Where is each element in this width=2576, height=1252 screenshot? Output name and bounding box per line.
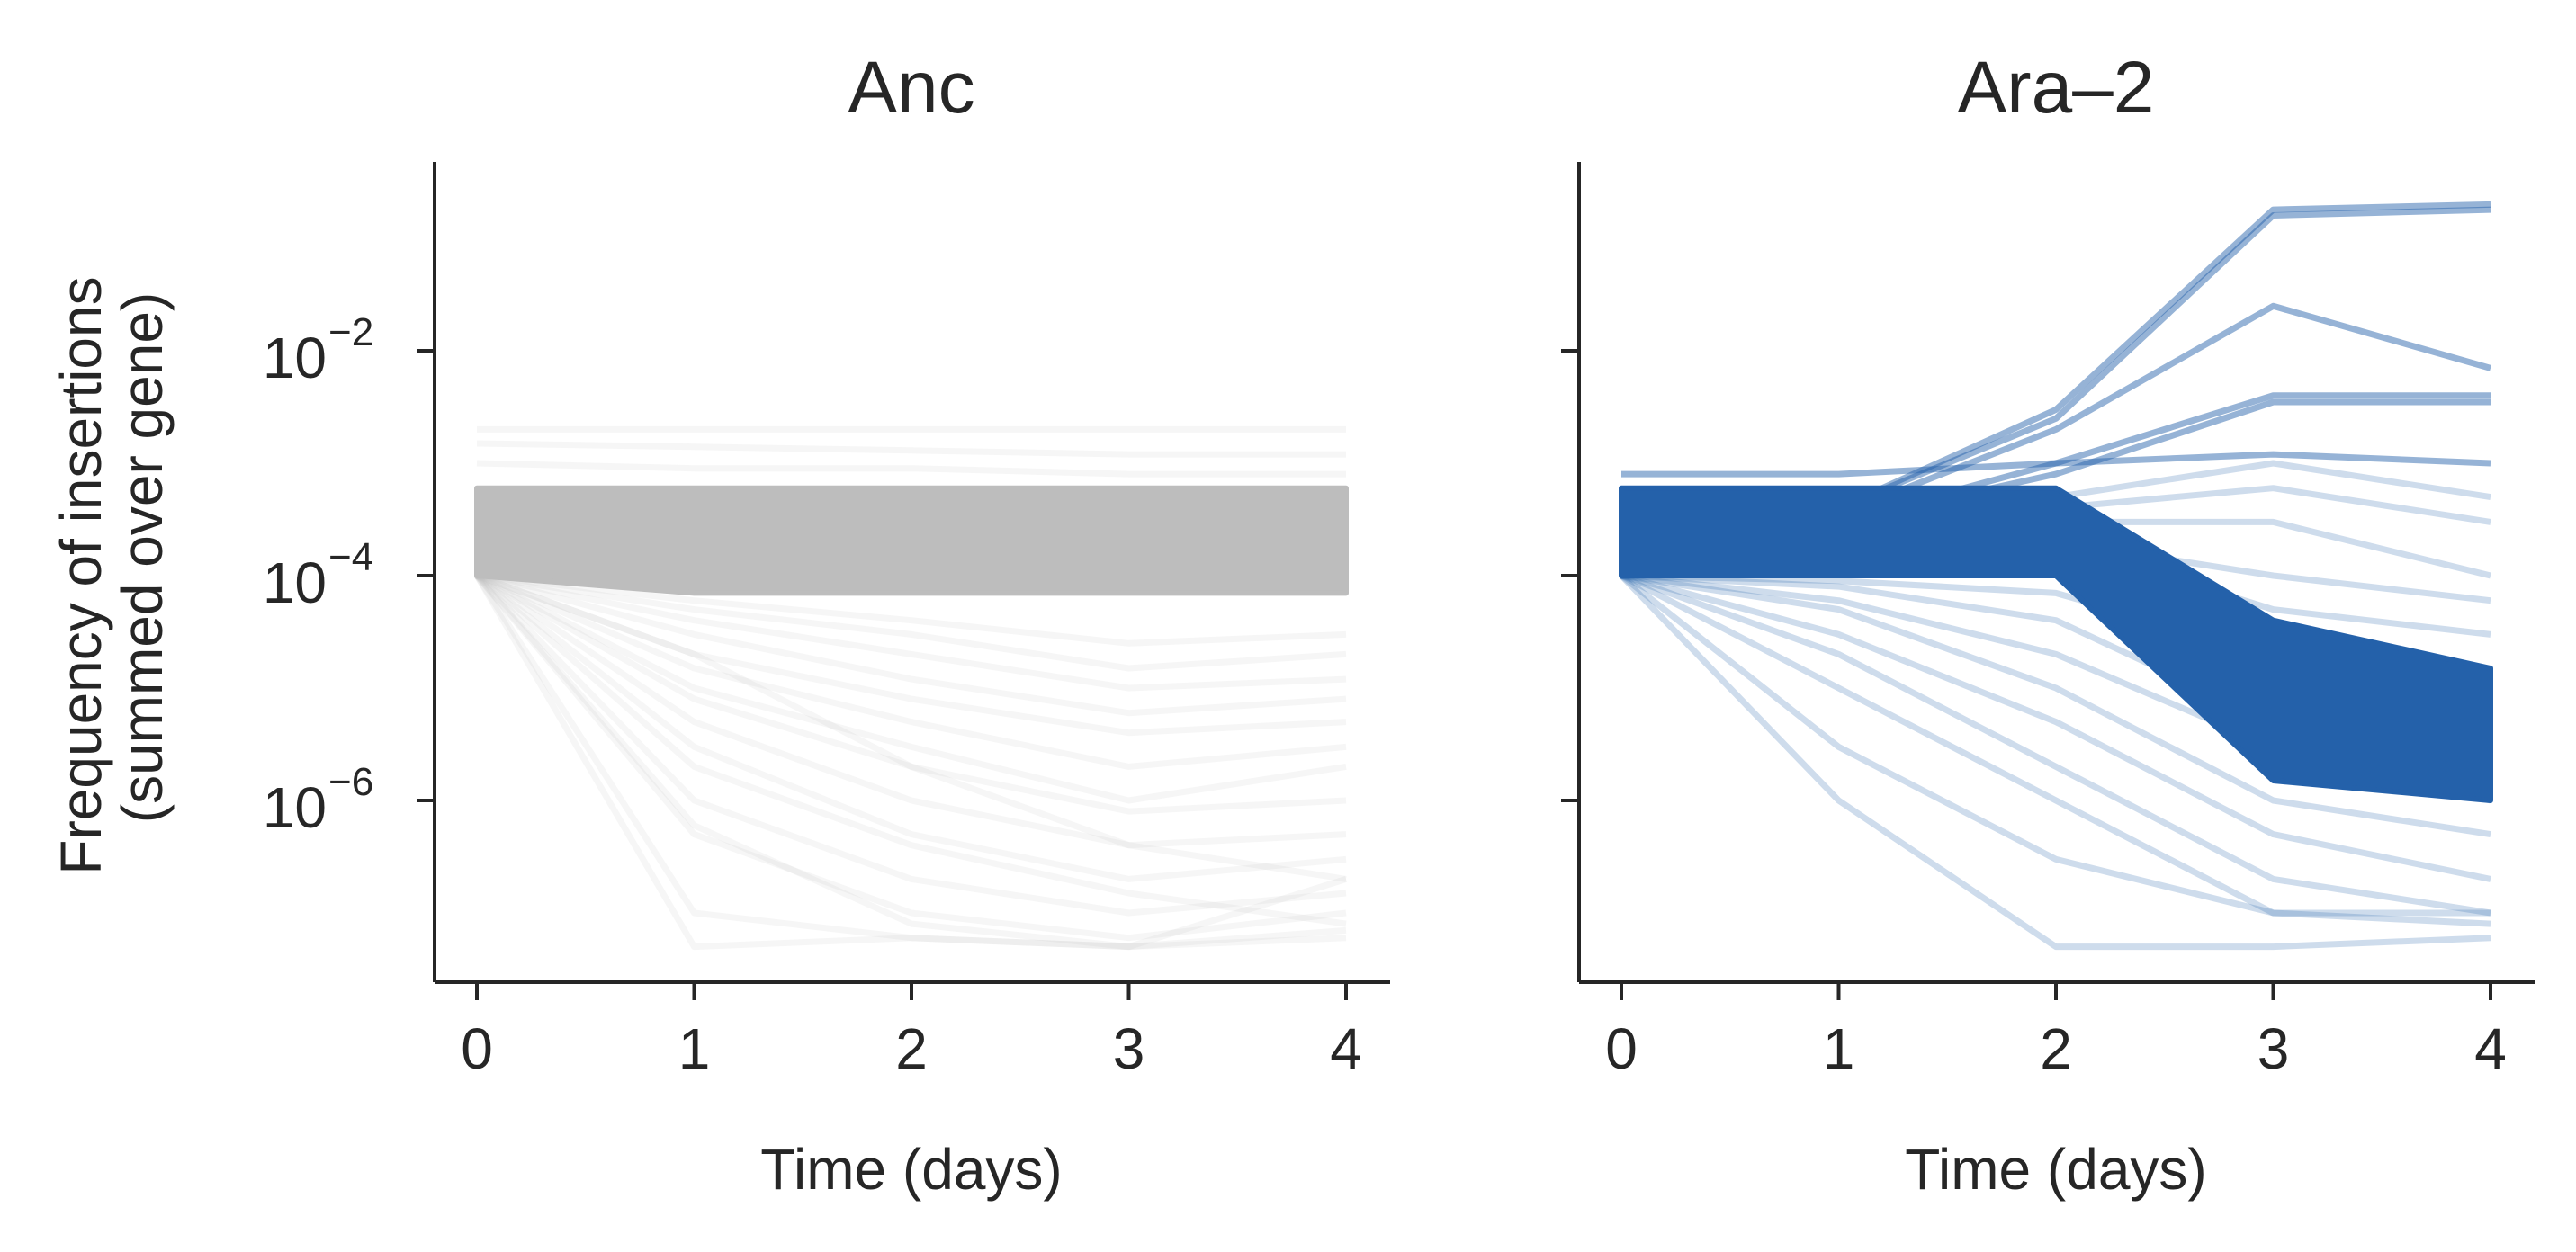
anc-series-line-2 bbox=[476, 460, 1346, 478]
anc-series-line-5 bbox=[474, 573, 1347, 942]
ara2-xlabel: Time (days) bbox=[1905, 1137, 2206, 1202]
anc-lines bbox=[473, 425, 1348, 951]
anc-series-line-15 bbox=[476, 572, 1347, 672]
anc-y-tick-label-2: 10 bbox=[263, 775, 327, 840]
anc-series-line-12 bbox=[475, 572, 1347, 737]
anc-bulk-band-shape bbox=[474, 485, 1349, 596]
anc-ylabel: Frequency of insertions bbox=[49, 276, 113, 874]
ara2-series-line-15 bbox=[1619, 573, 2491, 951]
anc-y-tick-exp-1: −4 bbox=[328, 535, 373, 579]
anc-series-line-18 bbox=[474, 573, 1347, 951]
anc-x-tick-label-4: 4 bbox=[1330, 1016, 1362, 1081]
anc-x-tick-label-3: 3 bbox=[1113, 1016, 1145, 1081]
anc-ylabel-line2: (summed over gene) bbox=[110, 292, 175, 823]
anc-series-line-16 bbox=[476, 572, 1347, 647]
anc-series-line-8 bbox=[475, 573, 1347, 849]
ara2-x-tick-label-3: 3 bbox=[2257, 1016, 2290, 1081]
anc-series-line-6 bbox=[474, 573, 1347, 917]
anc-series-line-1 bbox=[476, 440, 1346, 458]
ara2-bulk-band bbox=[1619, 485, 2493, 803]
anc-x-tick-label-0: 0 bbox=[461, 1016, 493, 1081]
anc-series-line-14 bbox=[476, 572, 1347, 692]
anc-series-line-7 bbox=[474, 573, 1347, 882]
anc-title: Anc bbox=[848, 47, 974, 129]
ara2-x-tick-label-2: 2 bbox=[2040, 1016, 2072, 1081]
ara2-series-line-13 bbox=[1620, 572, 2491, 917]
anc-y-tick-label-1: 10 bbox=[263, 550, 327, 615]
anc-series-line-10 bbox=[475, 572, 1347, 804]
panel-ara2: 0 1 2 3 4 Ara–2 Time (days) bbox=[1561, 47, 2535, 1202]
ara2-x-tick-label-1: 1 bbox=[1823, 1016, 1855, 1081]
ara2-series-line-18 bbox=[1619, 573, 2491, 917]
ara2-axes: 0 1 2 3 4 bbox=[1561, 162, 2535, 1081]
ara2-series-line-14 bbox=[1620, 572, 2491, 927]
ara2-x-tick-label-4: 4 bbox=[2474, 1016, 2507, 1081]
anc-x-tick-label-1: 1 bbox=[678, 1016, 711, 1081]
panel-anc: 0 1 2 3 410−210−410−6 Anc Time (days) Freque… bbox=[49, 47, 1390, 1202]
anc-axes: 0 1 2 3 410−210−410−6 bbox=[263, 162, 1390, 1081]
anc-bulk-band bbox=[474, 485, 1349, 596]
anc-y-tick-exp-0: −2 bbox=[328, 310, 373, 354]
ara2-series-line-11 bbox=[1620, 572, 2491, 838]
anc-series-line-13 bbox=[476, 572, 1347, 717]
ara2-series-line-5 bbox=[1621, 451, 2491, 478]
anc-series-line-4 bbox=[474, 574, 1348, 951]
anc-series-line-11 bbox=[475, 572, 1347, 770]
anc-series-line-19 bbox=[475, 572, 1347, 882]
ara2-bulk-band-shape bbox=[1619, 485, 2493, 803]
anc-series-line-9 bbox=[475, 572, 1347, 815]
anc-y-tick-label-0: 10 bbox=[263, 326, 327, 390]
anc-series-line-3 bbox=[473, 574, 1347, 951]
anc-y-tick-exp-2: −6 bbox=[328, 760, 373, 804]
anc-x-tick-label-2: 2 bbox=[895, 1016, 928, 1081]
anc-xlabel: Time (days) bbox=[760, 1137, 1062, 1202]
ara2-series-line-12 bbox=[1620, 572, 2491, 882]
anc-series-line-17 bbox=[474, 573, 1347, 927]
ara2-title: Ara–2 bbox=[1958, 47, 2155, 129]
ara2-x-tick-label-0: 0 bbox=[1605, 1016, 1638, 1081]
